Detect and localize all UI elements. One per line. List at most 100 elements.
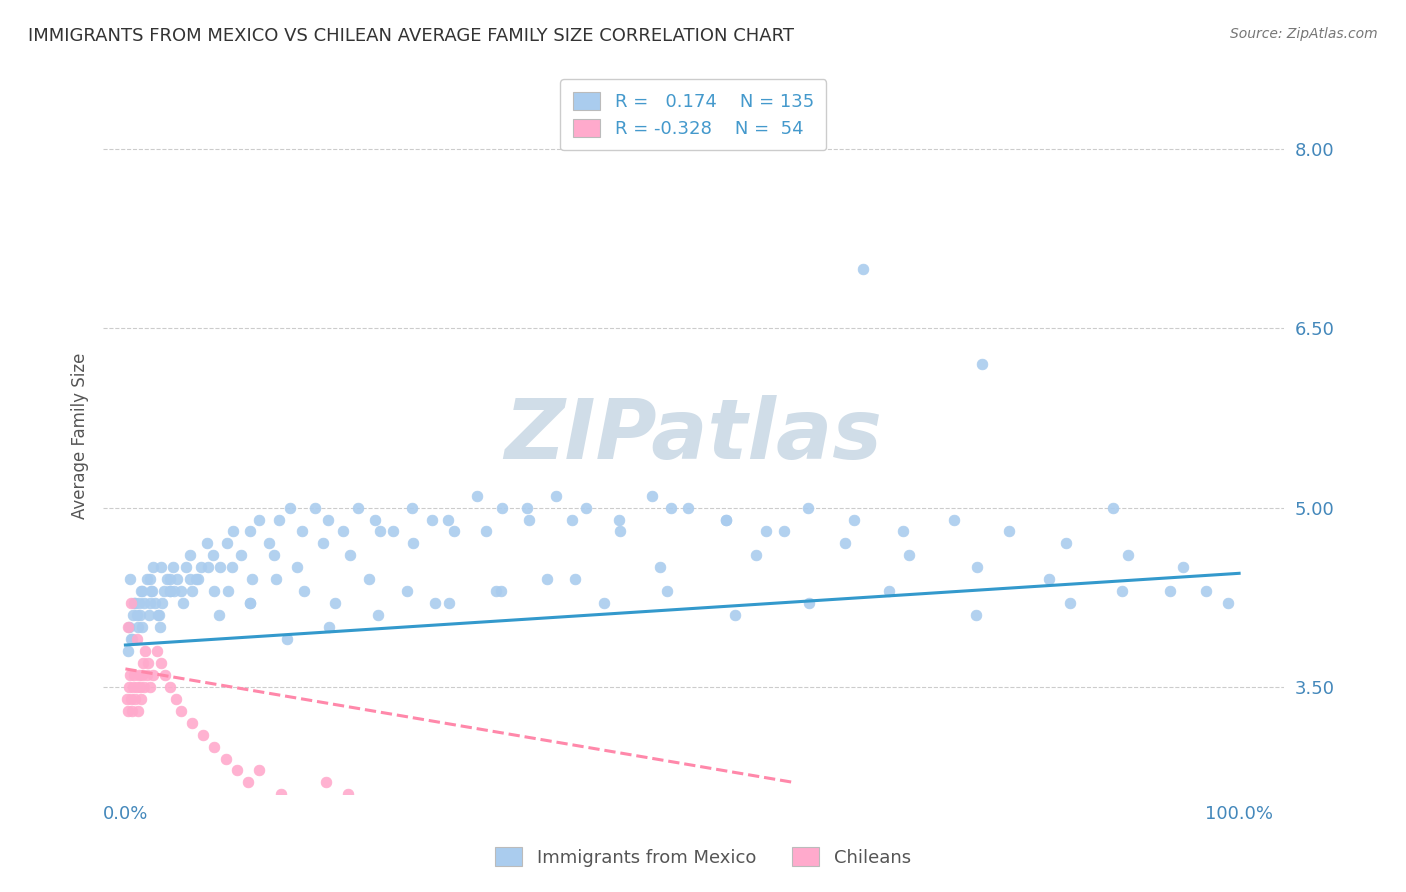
Point	[503, 835, 526, 849]
Point	[159, 680, 181, 694]
Text: Source: ZipAtlas.com: Source: ZipAtlas.com	[1230, 27, 1378, 41]
Point	[153, 584, 176, 599]
Point	[124, 691, 146, 706]
Point	[117, 620, 139, 634]
Point	[655, 584, 678, 599]
Point	[852, 261, 875, 276]
Point	[179, 549, 201, 563]
Point	[197, 560, 219, 574]
Point	[247, 764, 270, 778]
Point	[187, 572, 209, 586]
Point	[315, 775, 337, 789]
Point	[202, 549, 225, 563]
Point	[304, 500, 326, 515]
Point	[475, 524, 498, 539]
Point	[222, 524, 245, 539]
Point	[209, 560, 232, 574]
Point	[716, 859, 738, 873]
Point	[145, 644, 167, 658]
Point	[323, 596, 346, 610]
Point	[797, 500, 820, 515]
Point	[159, 584, 181, 599]
Point	[561, 512, 583, 526]
Legend: R =   0.174    N = 135, R = -0.328    N =  54: R = 0.174 N = 135, R = -0.328 N = 54	[561, 79, 827, 151]
Point	[347, 500, 370, 515]
Point	[190, 560, 212, 574]
Point	[214, 751, 236, 765]
Point	[118, 620, 141, 634]
Point	[359, 572, 381, 586]
Point	[1111, 584, 1133, 599]
Point	[159, 584, 181, 599]
Point	[142, 668, 165, 682]
Point	[139, 584, 162, 599]
Point	[714, 512, 737, 526]
Point	[118, 680, 141, 694]
Point	[162, 560, 184, 574]
Point	[485, 584, 508, 599]
Point	[318, 620, 340, 634]
Point	[370, 799, 392, 814]
Point	[404, 811, 426, 825]
Point	[121, 632, 143, 646]
Point	[195, 536, 218, 550]
Point	[174, 560, 197, 574]
Point	[149, 620, 172, 634]
Point	[965, 608, 987, 623]
Point	[560, 823, 582, 838]
Point	[121, 704, 143, 718]
Point	[269, 512, 291, 526]
Point	[239, 596, 262, 610]
Point	[943, 512, 966, 526]
Point	[124, 596, 146, 610]
Point	[834, 536, 856, 550]
Point	[134, 644, 156, 658]
Point	[1116, 549, 1139, 563]
Point	[146, 608, 169, 623]
Point	[332, 524, 354, 539]
Point	[231, 549, 253, 563]
Point	[381, 524, 404, 539]
Point	[247, 512, 270, 526]
Point	[316, 512, 339, 526]
Point	[804, 871, 827, 885]
Point	[465, 489, 488, 503]
Point	[536, 572, 558, 586]
Point	[239, 596, 262, 610]
Point	[1195, 584, 1218, 599]
Point	[128, 680, 150, 694]
Point	[139, 596, 162, 610]
Point	[443, 524, 465, 539]
Point	[117, 644, 139, 658]
Point	[367, 608, 389, 623]
Point	[170, 584, 193, 599]
Text: ZIPatlas: ZIPatlas	[505, 395, 883, 476]
Point	[122, 680, 145, 694]
Point	[225, 764, 247, 778]
Point	[755, 524, 778, 539]
Point	[898, 549, 921, 563]
Point	[439, 596, 461, 610]
Point	[221, 560, 243, 574]
Point	[125, 680, 148, 694]
Y-axis label: Average Family Size: Average Family Size	[72, 352, 89, 519]
Point	[155, 668, 177, 682]
Point	[127, 704, 149, 718]
Point	[127, 620, 149, 634]
Point	[593, 596, 616, 610]
Point	[125, 632, 148, 646]
Point	[517, 512, 540, 526]
Point	[181, 715, 204, 730]
Point	[745, 549, 768, 563]
Point	[1216, 596, 1239, 610]
Point	[257, 536, 280, 550]
Point	[141, 584, 163, 599]
Point	[364, 512, 387, 526]
Point	[122, 608, 145, 623]
Point	[723, 608, 745, 623]
Point	[132, 656, 155, 670]
Point	[215, 536, 238, 550]
Point	[291, 524, 314, 539]
Point	[181, 584, 204, 599]
Point	[217, 584, 239, 599]
